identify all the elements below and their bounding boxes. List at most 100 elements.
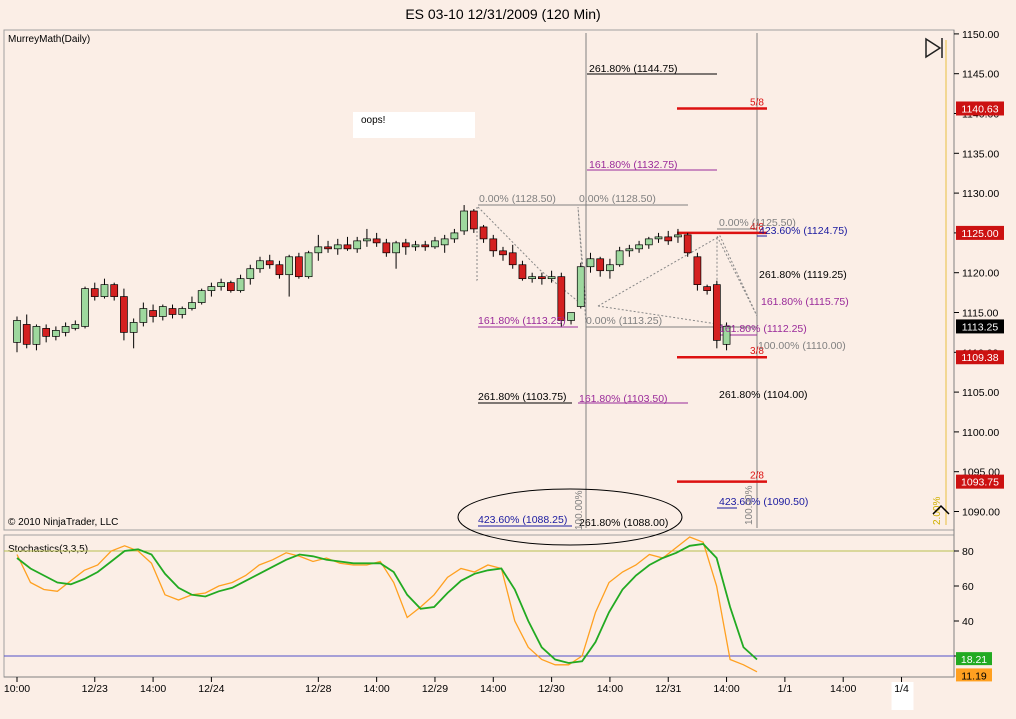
fib-level-label: 161.80% (1115.75) bbox=[761, 296, 849, 308]
candle-body bbox=[392, 242, 400, 254]
candle bbox=[295, 252, 303, 279]
candle-body bbox=[450, 232, 459, 240]
copyright-label: © 2010 NinjaTrader, LLC bbox=[8, 517, 118, 528]
candle-body bbox=[489, 238, 498, 252]
candle-body bbox=[538, 276, 546, 280]
candle-body bbox=[606, 264, 614, 272]
candle-body bbox=[411, 244, 420, 248]
candle bbox=[314, 234, 323, 261]
candle bbox=[674, 228, 682, 243]
fib-level-label: 100.00% bbox=[744, 485, 755, 525]
candle bbox=[207, 282, 216, 297]
price-badge-box bbox=[956, 101, 1004, 116]
candle-body bbox=[547, 276, 556, 280]
price-tick-label: 1135.00 bbox=[962, 148, 999, 160]
stoch-d-text: 18.21 bbox=[961, 654, 987, 666]
candle bbox=[22, 314, 31, 349]
note-box[interactable] bbox=[353, 112, 475, 138]
candle-body bbox=[168, 308, 177, 315]
candle bbox=[615, 246, 624, 267]
price-badge-text: 1109.38 bbox=[961, 352, 998, 364]
candle-body bbox=[644, 238, 653, 246]
price-tick-label: 1145.00 bbox=[962, 69, 999, 81]
candle-body bbox=[557, 276, 566, 321]
time-tick-label: 14:00 bbox=[480, 683, 506, 695]
chevron-up-icon bbox=[932, 504, 950, 515]
time-tick-label: 14:00 bbox=[363, 683, 389, 695]
candle bbox=[722, 322, 731, 351]
time-tick-label: 10:00 bbox=[4, 683, 30, 695]
time-tick-label: 14:00 bbox=[140, 683, 166, 695]
murrey-level-label: 5/8 bbox=[750, 97, 764, 108]
candle bbox=[664, 230, 673, 245]
candle bbox=[149, 304, 157, 323]
candle-body bbox=[664, 236, 673, 242]
zigzag-line bbox=[476, 207, 479, 282]
candle bbox=[576, 262, 585, 309]
candle-body bbox=[401, 242, 410, 248]
candle-body bbox=[22, 324, 31, 345]
candle-body bbox=[576, 266, 585, 307]
candle-body bbox=[52, 330, 60, 337]
time-tick-label: 12/24 bbox=[198, 683, 224, 695]
last-price-text: 1113.25 bbox=[962, 321, 999, 333]
candle bbox=[450, 228, 459, 243]
candle-body bbox=[61, 326, 70, 333]
price-tick-label: 1150.00 bbox=[962, 29, 999, 41]
fib-level-label: 161.80% (1112.25) bbox=[719, 323, 807, 335]
candle bbox=[411, 240, 420, 251]
candle-body bbox=[518, 264, 527, 280]
fib-level-label: 0.00% (1113.25) bbox=[586, 315, 662, 327]
fib-level-label: 0.00% (1128.50) bbox=[579, 193, 656, 205]
candle-body bbox=[683, 234, 692, 254]
candle-body bbox=[654, 236, 663, 240]
candle-body bbox=[353, 240, 362, 250]
candle-body bbox=[567, 312, 575, 321]
candle bbox=[52, 326, 60, 341]
scroll-to-end-button[interactable] bbox=[925, 37, 943, 59]
candle-body bbox=[256, 260, 264, 270]
fib-level-label: 261.80% (1104.00) bbox=[719, 389, 808, 401]
price-tick-label: 1115.00 bbox=[962, 308, 999, 320]
candle bbox=[372, 232, 381, 247]
price-tick-label: 1090.00 bbox=[962, 507, 1000, 519]
indicator-label: MurreyMath(Daily) bbox=[8, 34, 90, 45]
candle bbox=[304, 250, 313, 279]
zigzag-line bbox=[597, 305, 758, 331]
price-badge: 1125.00 bbox=[956, 225, 1004, 240]
stoch-tick-label: 40 bbox=[962, 616, 974, 628]
candle-body bbox=[499, 250, 507, 256]
candle-body bbox=[528, 276, 537, 280]
candle-body bbox=[431, 240, 439, 248]
candle bbox=[265, 254, 274, 269]
candle bbox=[61, 322, 70, 337]
candle-body bbox=[236, 278, 245, 291]
candle bbox=[528, 272, 537, 283]
fib-level-label: 100.00% bbox=[574, 490, 585, 530]
stoch-d-box bbox=[956, 652, 992, 666]
candle-body bbox=[703, 286, 711, 291]
candle-body bbox=[188, 302, 196, 309]
note-text: oops! bbox=[361, 115, 385, 126]
stoch-series-k-line bbox=[16, 536, 758, 673]
candle bbox=[382, 238, 391, 257]
candle-body bbox=[13, 320, 21, 343]
candle bbox=[333, 238, 342, 255]
candle bbox=[139, 302, 148, 327]
time-tick-label: 12/28 bbox=[305, 683, 331, 695]
candle-body bbox=[440, 238, 449, 246]
candle bbox=[431, 236, 439, 249]
fib-level-label: 423.60% (1124.75) bbox=[759, 225, 848, 237]
fib-level-label: 423.60% (1090.50) bbox=[719, 496, 808, 508]
time-tick-label: 1/4 bbox=[894, 683, 909, 695]
price-tick-label: 1100.00 bbox=[962, 427, 999, 439]
candle-body bbox=[372, 238, 381, 244]
candle bbox=[32, 324, 41, 351]
zigzag-line bbox=[477, 206, 587, 326]
candle bbox=[469, 209, 478, 233]
candle-body bbox=[246, 268, 255, 280]
candle-body bbox=[285, 256, 294, 276]
candle-body bbox=[596, 258, 605, 272]
candle bbox=[363, 228, 371, 247]
stochastics-label: Stochastics(3,3,5) bbox=[8, 544, 88, 555]
